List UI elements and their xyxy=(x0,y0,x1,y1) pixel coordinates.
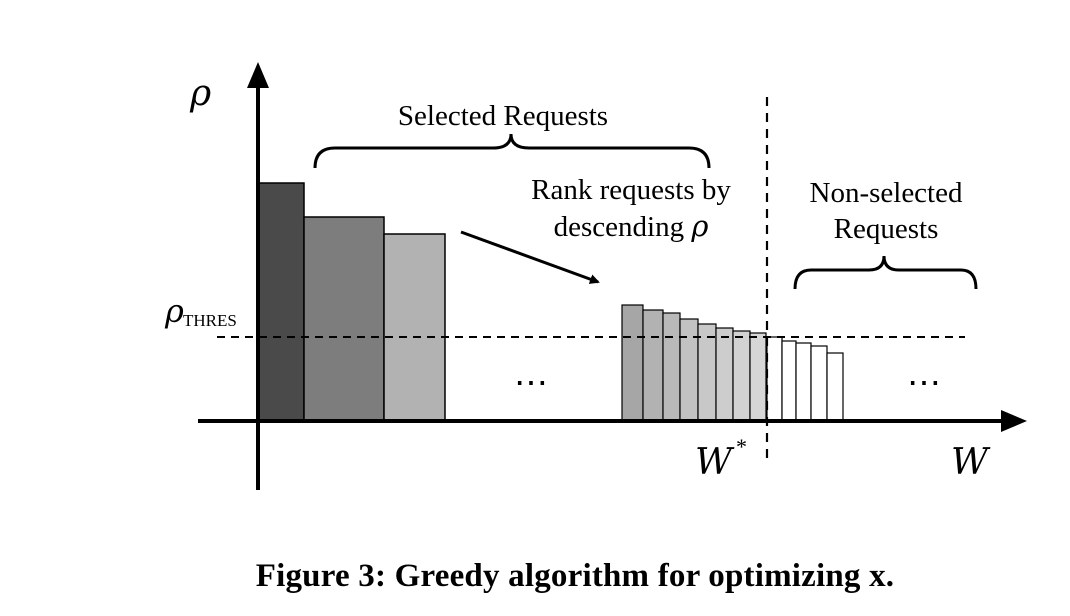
w-star-label: W * xyxy=(695,434,747,483)
rank-note-line2: descending ρ xyxy=(554,209,709,243)
w-star-superscript: * xyxy=(736,434,747,459)
x-axis-arrowhead xyxy=(1001,410,1027,432)
x-axis-label: W xyxy=(951,442,991,483)
rank-note-line1: Rank requests by xyxy=(531,174,731,206)
threshold-subscript: THRES xyxy=(183,311,237,330)
w-star-symbol: W xyxy=(695,442,735,483)
bar-ranked-2 xyxy=(642,309,664,422)
selected-requests-brace xyxy=(313,133,711,169)
rank-note-line2-symbol: ρ xyxy=(690,209,708,243)
bar-ranked-8 xyxy=(749,332,767,422)
bar-group-ranked xyxy=(621,304,767,422)
non-selected-label-line2: Requests xyxy=(834,213,939,245)
ellipsis-non-selected: ⋯ xyxy=(907,365,941,402)
y-axis-arrowhead xyxy=(247,62,269,88)
ellipsis-selected: ⋯ xyxy=(514,365,548,402)
selected-requests-label: Selected Requests xyxy=(398,100,608,132)
threshold-symbol: ρ xyxy=(164,292,184,330)
bar-unselected-5 xyxy=(826,352,844,422)
y-axis-label: ρ xyxy=(189,73,211,114)
rank-arrow xyxy=(460,230,600,284)
bar-large-1 xyxy=(257,182,305,422)
bar-unselected-1 xyxy=(766,336,783,422)
bar-unselected-2 xyxy=(781,340,797,422)
bar-group-unselected xyxy=(766,336,844,422)
non-selected-label-line1: Non-selected xyxy=(810,177,963,209)
bar-large-2 xyxy=(303,216,385,422)
bar-ranked-4 xyxy=(679,318,699,422)
rank-note-line2-text: descending xyxy=(554,211,692,243)
bar-large-3 xyxy=(383,233,446,422)
bar-unselected-4 xyxy=(810,345,828,422)
bar-ranked-5 xyxy=(697,323,717,422)
bar-unselected-3 xyxy=(795,342,812,422)
bar-ranked-6 xyxy=(715,327,734,422)
bar-ranked-7 xyxy=(732,330,751,422)
non-selected-requests-brace xyxy=(793,255,978,290)
bar-group-large xyxy=(257,182,446,422)
bar-ranked-1 xyxy=(621,304,644,422)
bar-ranked-3 xyxy=(662,312,681,422)
threshold-label: ρ THRES xyxy=(164,292,237,330)
figure-caption: Figure 3: Greedy algorithm for optimizin… xyxy=(255,558,895,594)
